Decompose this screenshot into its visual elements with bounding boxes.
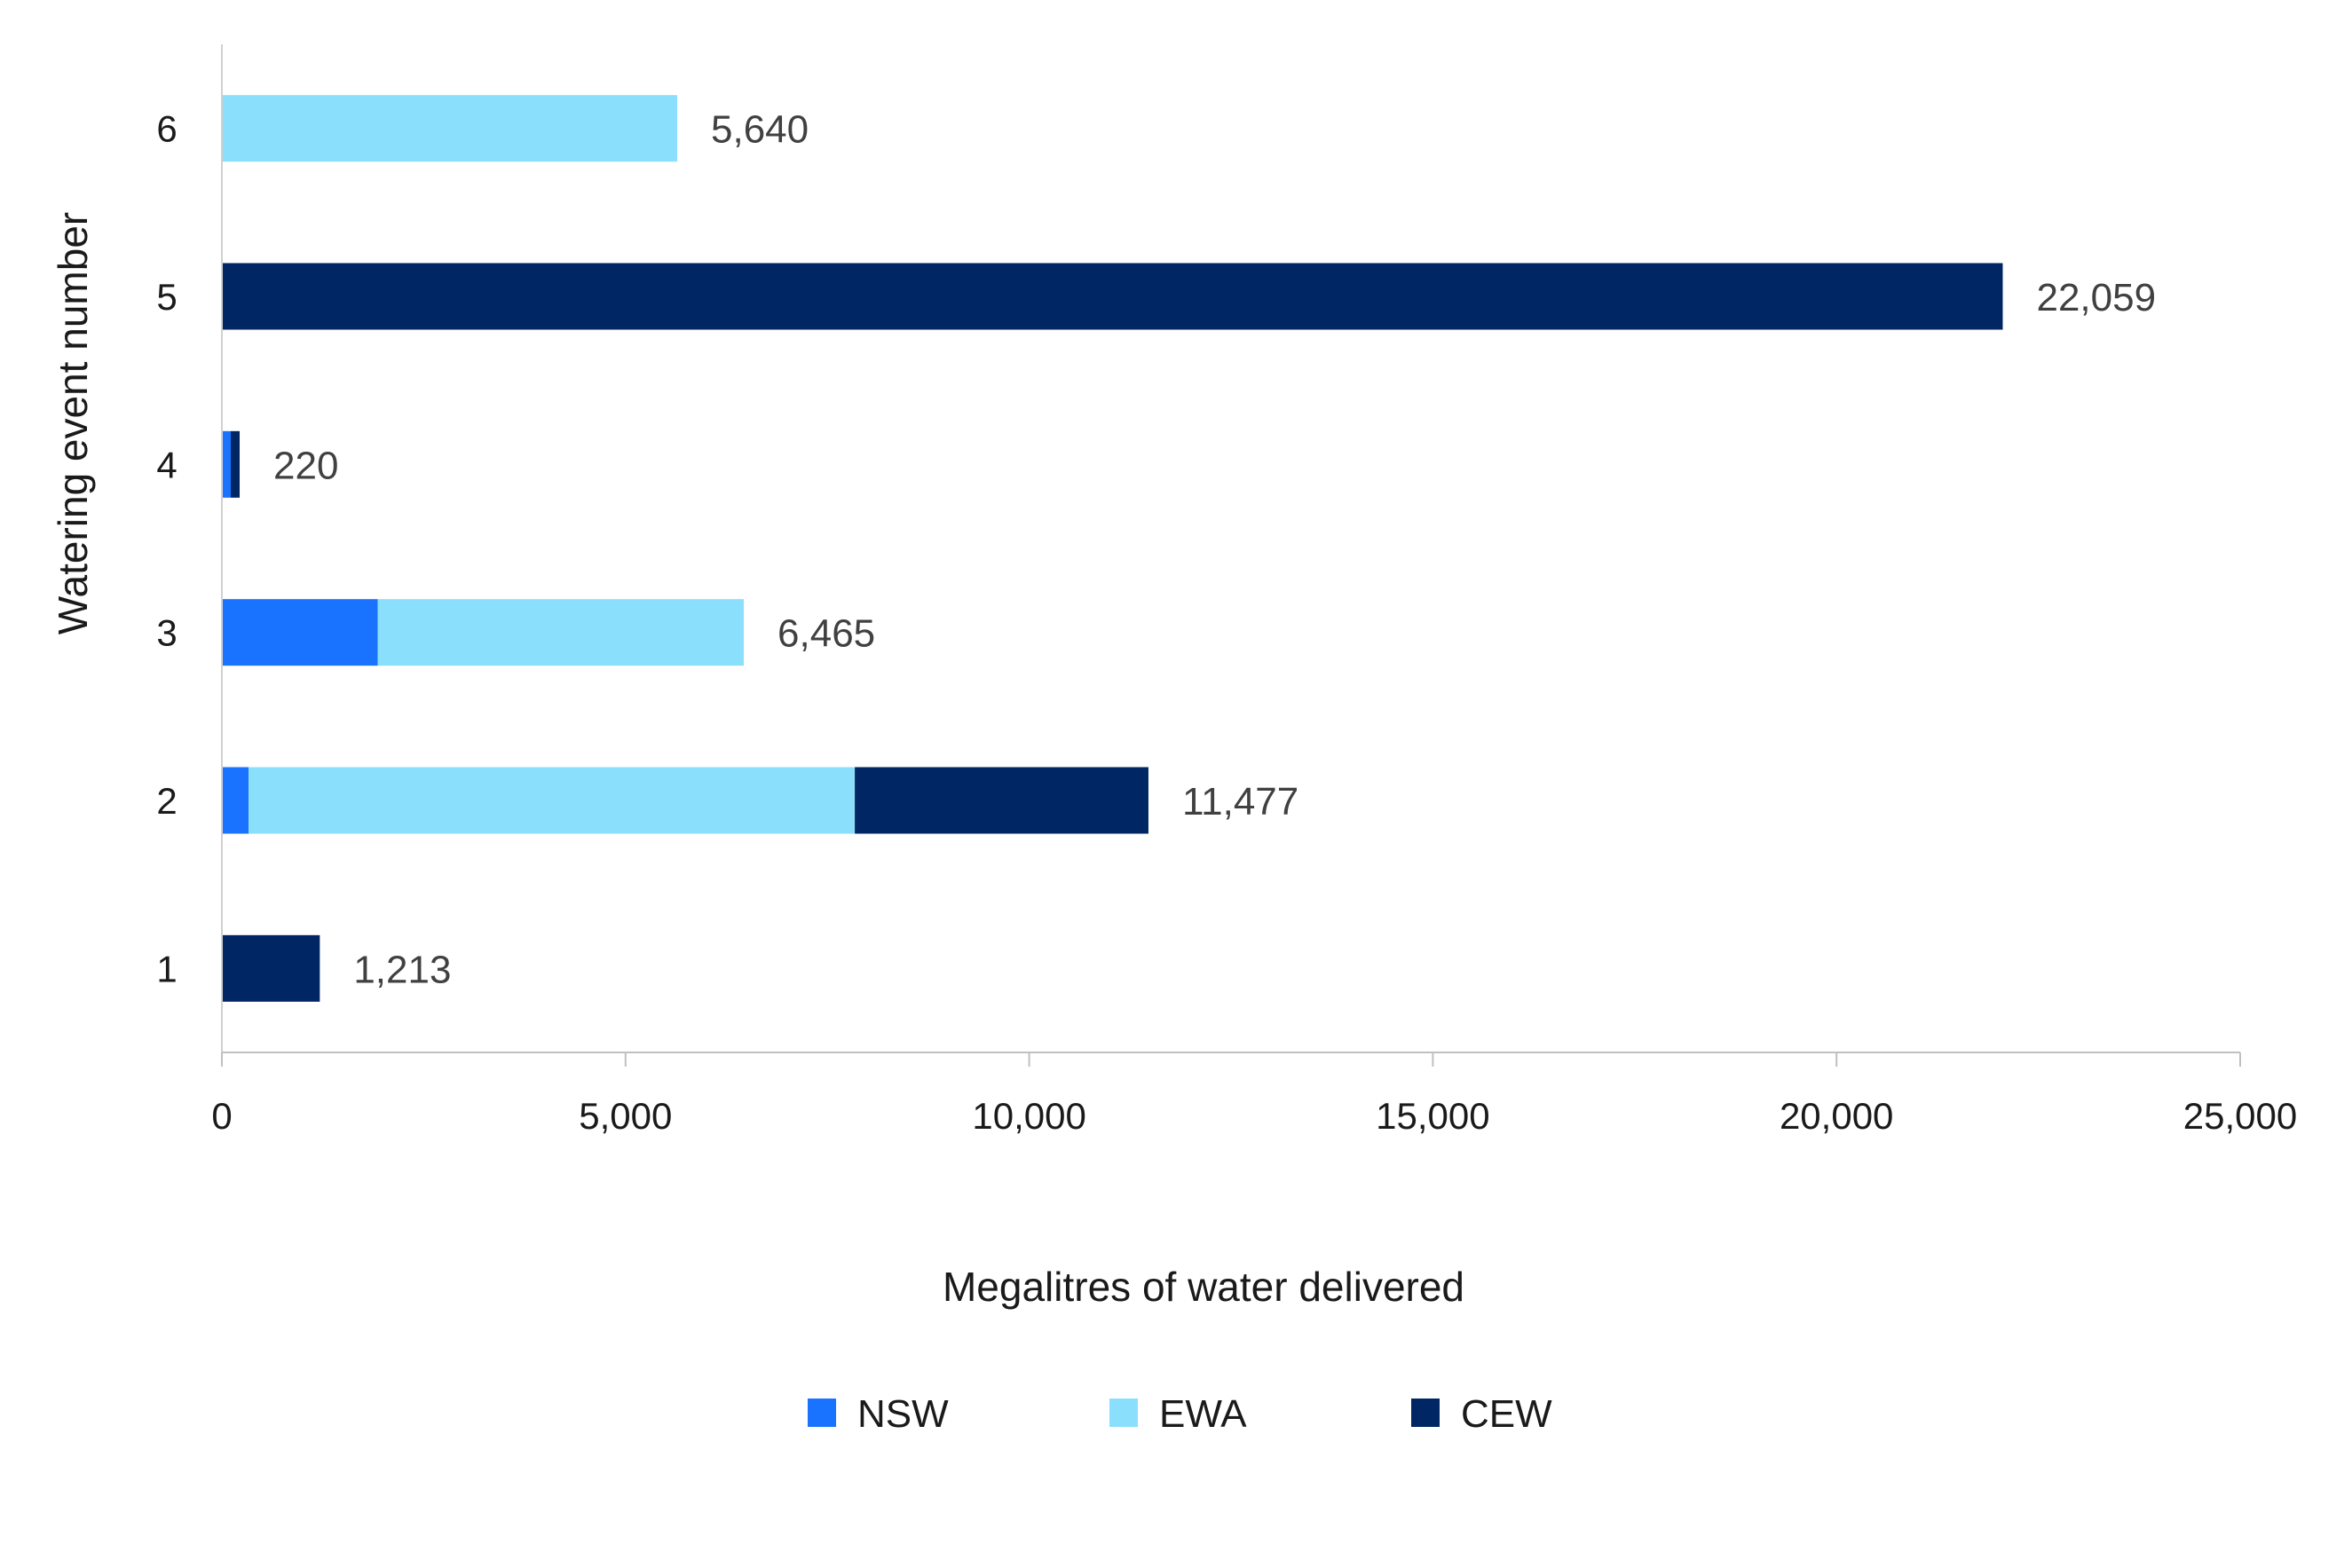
data-label-event-6: 5,640 [711, 108, 809, 152]
legend-swatch-nsw [808, 1399, 836, 1427]
legend-swatch-cew [1411, 1399, 1440, 1427]
legend-swatch-ewa [1109, 1399, 1138, 1427]
data-label-event-4: 220 [273, 444, 338, 487]
data-label-event-1: 1,213 [353, 948, 451, 991]
x-tick-label-10000: 10,000 [972, 1095, 1085, 1137]
x-tick-label-20000: 20,000 [1780, 1095, 1893, 1137]
legend: NSW EWA CEW [808, 1392, 1552, 1436]
bar-segment-nsw-event-4 [222, 430, 232, 498]
x-tick-label-25000: 25,000 [2183, 1095, 2297, 1137]
data-label-event-2: 11,477 [1182, 780, 1298, 823]
y-tick-label-5: 5 [156, 276, 177, 318]
y-tick-label-4: 4 [156, 444, 177, 485]
x-axis-title: Megalitres of water delivered [943, 1264, 1464, 1310]
data-label-event-3: 6,465 [777, 612, 875, 656]
bar-segment-ewa-event-3 [377, 599, 745, 666]
y-tick-label-3: 3 [156, 612, 177, 654]
bar-segment-cew-event-4 [231, 430, 241, 498]
data-label-event-5: 22,059 [2036, 276, 2156, 319]
bar-segment-cew-event-5 [222, 263, 2003, 330]
bar-segment-ewa-event-6 [222, 95, 678, 162]
bar-segment-cew-event-2 [855, 767, 1148, 834]
legend-label-cew: CEW [1461, 1392, 1552, 1436]
y-axis-title: Watering event number [50, 212, 96, 634]
bar-segment-nsw-event-3 [222, 599, 378, 666]
x-tick-label-5000: 5,000 [579, 1095, 672, 1137]
bar-segment-nsw-event-2 [222, 767, 249, 834]
y-tick-label-6: 6 [156, 108, 177, 150]
bar-segment-ewa-event-2 [249, 767, 856, 834]
y-tick-label-2: 2 [156, 780, 177, 822]
legend-label-ewa: EWA [1159, 1392, 1247, 1436]
bars-layer [222, 95, 2003, 1002]
x-tick-label-0: 0 [211, 1095, 232, 1137]
y-tick-label-1: 1 [156, 948, 177, 989]
axes-layer: 0 5,000 10,000 15,000 20,000 25,000 [211, 44, 2297, 1137]
legend-label-nsw: NSW [857, 1392, 949, 1436]
x-tick-label-15000: 15,000 [1376, 1095, 1489, 1137]
labels-layer: 1,213 1 11,477 2 6,465 3 220 4 22,059 5 5,640 6 [156, 108, 2156, 992]
bar-segment-cew-event-1 [222, 934, 320, 1002]
